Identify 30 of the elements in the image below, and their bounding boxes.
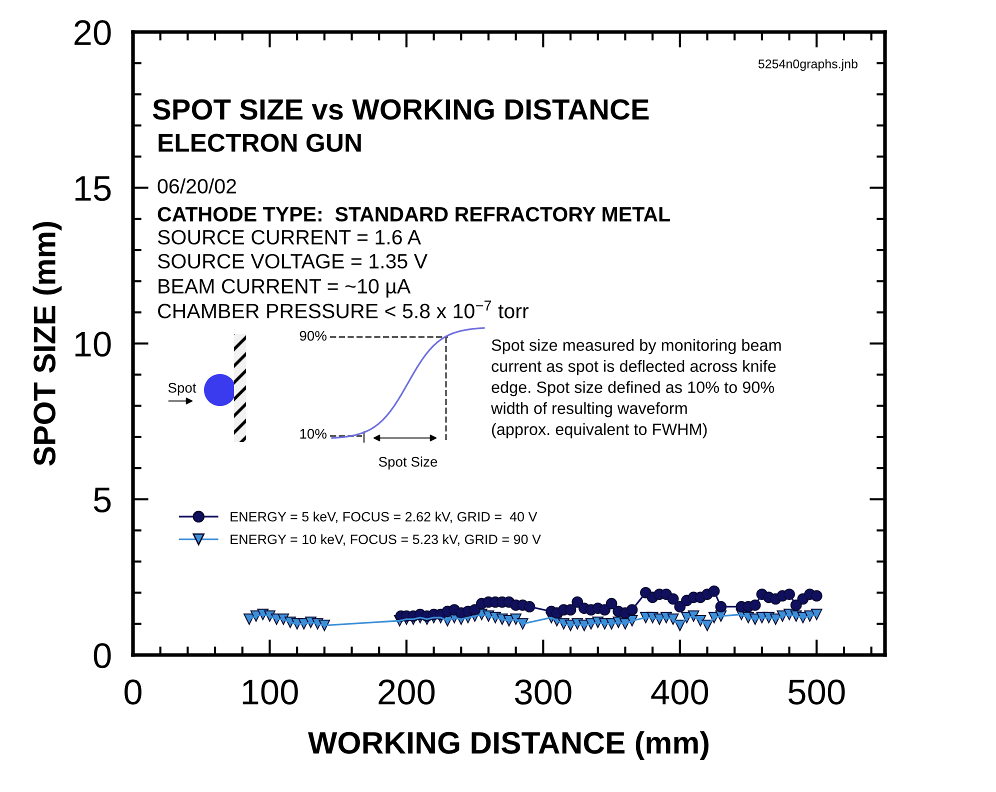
- annotation: 10%: [300, 428, 327, 439]
- annotation: Spot: [168, 382, 196, 396]
- x-tick-label: 0: [124, 680, 142, 705]
- text: ELECTRON GUN: [158, 134, 361, 152]
- x-axis-title: WORKING DISTANCE (mm): [308, 731, 708, 760]
- annotation: 5254n0graphs.jnb: [758, 59, 858, 71]
- annotation: SOURCE VOLTAGE = 1.35 V: [158, 254, 428, 269]
- x-tick-label: 400: [651, 680, 708, 705]
- x-tick-label: 200: [378, 680, 435, 705]
- annotation: BEAM CURRENT = ~10 µA: [158, 278, 411, 298]
- y-axis-title: SPOT SIZE (mm): [32, 222, 62, 466]
- point: [810, 590, 822, 602]
- y-tick-label: 0: [94, 643, 111, 668]
- annotation: SOURCE CURRENT = 1.6 A: [158, 230, 422, 245]
- annotation: 90%: [300, 330, 327, 341]
- text: SPOT SIZE vs WORKING DISTANCE: [152, 99, 649, 120]
- annotation: CHAMBER PRESSURE < 5.8 x 10$^{−7}$ torr: [158, 300, 528, 318]
- annotation: Spot size measured by monitoring beam current as spot is deflected across knife edge. Spot size defined as 10% to 90% width of resulting waveform (approx. equivalent to FWHM): [490, 339, 781, 438]
- annotation: Spot Size: [378, 456, 438, 470]
- x-tick-label: 500: [788, 680, 845, 705]
- x-tick-label: 300: [514, 680, 572, 705]
- annotation: 06/20/02: [158, 178, 236, 194]
- legend-label: ENERGY = 10 keV, FOCUS = 5.23 kV, GRID = 90 V: [230, 534, 541, 546]
- y-tick-label: 20: [74, 20, 111, 46]
- x-tick-label: 100: [242, 680, 298, 705]
- y-tick-label: 10: [75, 332, 111, 357]
- y-tick-label: 15: [75, 176, 111, 201]
- annotation: CATHODE TYPE: STANDARD REFRACTORY METAL: [158, 206, 670, 222]
- legend-label: ENERGY = 5 keV, FOCUS = 2.62 kV, GRID = 40 V: [230, 512, 538, 524]
- y-tick-label: 5: [94, 488, 111, 512]
